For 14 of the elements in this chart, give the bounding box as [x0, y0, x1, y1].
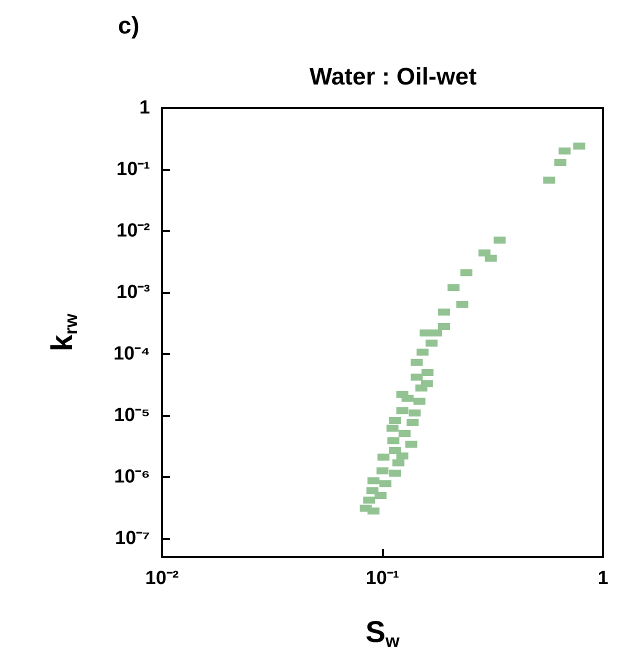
y-tick-label: 10⁻⁷ — [115, 528, 150, 549]
y-tick-label: 10⁻² — [116, 220, 150, 242]
x-tick-label: 1 — [598, 568, 609, 589]
x-tick-label: 10⁻² — [145, 568, 179, 589]
y-tick-label: 10⁻¹ — [116, 159, 150, 180]
y-tick-label: 10⁻⁴ — [113, 343, 150, 364]
y-tick-label: 1 — [139, 98, 150, 118]
y-tick-label: 10⁻⁵ — [114, 404, 150, 426]
x-tick-label: 10⁻¹ — [366, 568, 400, 589]
y-axis-title: krw — [46, 312, 81, 352]
text: c) — [118, 12, 140, 40]
y-tick-label: 10⁻⁶ — [114, 466, 150, 488]
y-tick-label: 10⁻³ — [116, 282, 150, 303]
chart-title: Water : Oil-wet — [309, 64, 477, 90]
